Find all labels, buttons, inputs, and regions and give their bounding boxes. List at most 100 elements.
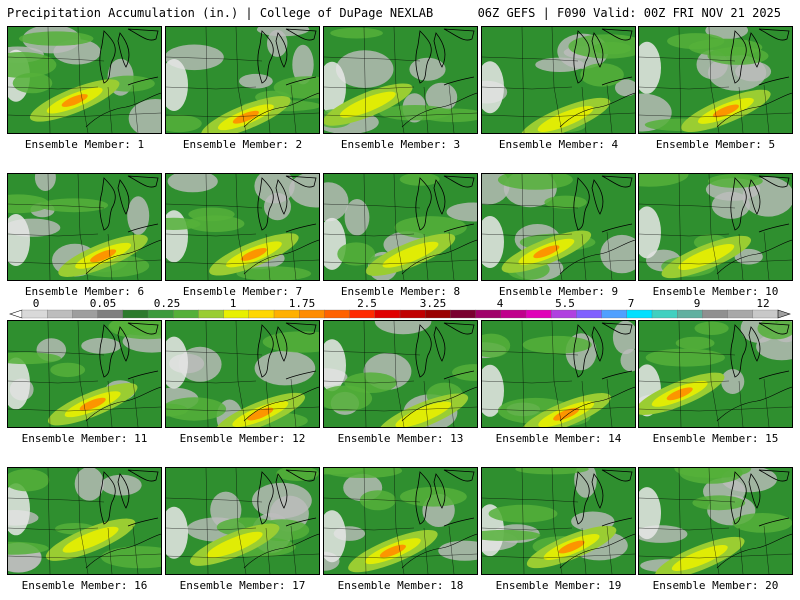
precip-map: [323, 173, 478, 281]
precip-map: [7, 320, 162, 428]
ensemble-member-label: Ensemble Member: 7: [182, 285, 303, 298]
colorbar-segment: [223, 309, 250, 319]
ensemble-panel-8: Ensemble Member: 8: [323, 173, 478, 298]
precip-map: [638, 173, 793, 281]
colorbar-segment: [399, 309, 426, 319]
precip-map: [165, 173, 320, 281]
precip-map: [7, 26, 162, 134]
colorbar-tick-label: 1.75: [288, 297, 316, 310]
colorbar-tick-label: 7: [627, 297, 635, 310]
ensemble-member-label: Ensemble Member: 18: [337, 579, 464, 592]
precip-map: [7, 467, 162, 575]
title-bar: Precipitation Accumulation (in.) | Colle…: [0, 0, 800, 24]
colorbar-segment: [349, 309, 376, 319]
ensemble-panel-17: Ensemble Member: 17: [165, 467, 320, 592]
colorbar-tick-label: 0.05: [89, 297, 117, 310]
ensemble-panel-7: Ensemble Member: 7: [165, 173, 320, 298]
colorbar-segment: [727, 309, 754, 319]
ensemble-member-label: Ensemble Member: 8: [340, 285, 461, 298]
ensemble-panel-12: Ensemble Member: 12: [165, 320, 320, 445]
ensemble-panel-10: Ensemble Member: 10: [638, 173, 793, 298]
precip-map: [323, 26, 478, 134]
colorbar-segment: [122, 309, 149, 319]
ensemble-panel-16: Ensemble Member: 16: [7, 467, 162, 592]
ensemble-member-label: Ensemble Member: 9: [498, 285, 619, 298]
colorbar-segment: [299, 309, 325, 319]
colorbar-segment: [450, 309, 477, 319]
precip-map: [481, 173, 636, 281]
ensemble-panel-4: Ensemble Member: 4: [481, 26, 636, 151]
ensemble-member-label: Ensemble Member: 20: [652, 579, 779, 592]
colorbar-segment: [525, 309, 552, 319]
precip-map: [323, 320, 478, 428]
precip-map: [481, 26, 636, 134]
ensemble-member-label: Ensemble Member: 17: [179, 579, 306, 592]
precip-map: [638, 26, 793, 134]
colorbar-segment: [752, 309, 779, 319]
colorbar-tick-label: 1: [229, 297, 237, 310]
precip-map: [481, 320, 636, 428]
precip-map: [323, 467, 478, 575]
ensemble-panel-11: Ensemble Member: 11: [7, 320, 162, 445]
ensemble-panel-1: Ensemble Member: 1: [7, 26, 162, 151]
colorbar-tick-label: 5.5: [555, 297, 575, 310]
ensemble-panel-14: Ensemble Member: 14: [481, 320, 636, 445]
colorbar-segment: [324, 309, 351, 319]
ensemble-panel-18: Ensemble Member: 18: [323, 467, 478, 592]
colorbar-segment: [425, 309, 451, 319]
ensemble-panel-2: Ensemble Member: 2: [165, 26, 320, 151]
colorbar-segment: [273, 309, 300, 319]
ensemble-member-label: Ensemble Member: 5: [655, 138, 776, 151]
colorbar-segment: [147, 309, 174, 319]
ensemble-member-label: Ensemble Member: 15: [652, 432, 779, 445]
ensemble-member-label: Ensemble Member: 19: [495, 579, 622, 592]
ensemble-member-label: Ensemble Member: 4: [498, 138, 619, 151]
ensemble-member-label: Ensemble Member: 6: [24, 285, 145, 298]
precip-map: [7, 173, 162, 281]
ensemble-member-label: Ensemble Member: 13: [337, 432, 464, 445]
colorbar-segment: [97, 309, 124, 319]
colorbar-segment: [702, 309, 729, 319]
precip-map: [638, 320, 793, 428]
colorbar-segment: [500, 309, 527, 319]
ensemble-panel-19: Ensemble Member: 19: [481, 467, 636, 592]
precip-map: [481, 467, 636, 575]
colorbar-segment: [374, 309, 401, 319]
colorbar-segment: [551, 309, 577, 319]
colorbar-tick-label: 9: [693, 297, 701, 310]
colorbar-segment: [475, 309, 502, 319]
colorbar: 0 0.05 0.25 1 1.75 2.5 3.25 4 5.5 7 9 12: [0, 297, 800, 319]
ensemble-panel-13: Ensemble Member: 13: [323, 320, 478, 445]
colorbar-tick-label: 4: [496, 297, 504, 310]
precip-map: [165, 26, 320, 134]
colorbar-scale: [9, 309, 791, 319]
colorbar-segment: [576, 309, 603, 319]
ensemble-panel-5: Ensemble Member: 5: [638, 26, 793, 151]
colorbar-segment: [47, 309, 73, 319]
colorbar-tick-label: 12: [756, 297, 770, 310]
colorbar-tick-label: 2.5: [357, 297, 377, 310]
ensemble-panel-9: Ensemble Member: 9: [481, 173, 636, 298]
ensemble-member-label: Ensemble Member: 2: [182, 138, 303, 151]
ensemble-member-label: Ensemble Member: 12: [179, 432, 306, 445]
precip-map: [165, 467, 320, 575]
model-run-info: 06Z GEFS | F090 Valid: 00Z FRI NOV 21 20…: [477, 6, 781, 20]
ensemble-panel-6: Ensemble Member: 6: [7, 173, 162, 298]
ensemble-member-label: Ensemble Member: 10: [652, 285, 779, 298]
ensemble-member-label: Ensemble Member: 16: [21, 579, 148, 592]
colorbar-segment: [651, 309, 678, 319]
colorbar-tick-label: 0.25: [153, 297, 181, 310]
colorbar-segment: [72, 309, 99, 319]
precip-map: [165, 320, 320, 428]
ensemble-panel-15: Ensemble Member: 15: [638, 320, 793, 445]
colorbar-segment: [677, 309, 703, 319]
ensemble-member-label: Ensemble Member: 14: [495, 432, 622, 445]
colorbar-segment: [248, 309, 275, 319]
ensemble-member-label: Ensemble Member: 3: [340, 138, 461, 151]
colorbar-segment: [21, 309, 48, 319]
colorbar-tick-label: 3.25: [419, 297, 447, 310]
colorbar-max-arrow: [777, 309, 791, 319]
colorbar-segment: [626, 309, 653, 319]
ensemble-member-label: Ensemble Member: 11: [21, 432, 148, 445]
ensemble-panel-3: Ensemble Member: 3: [323, 26, 478, 151]
